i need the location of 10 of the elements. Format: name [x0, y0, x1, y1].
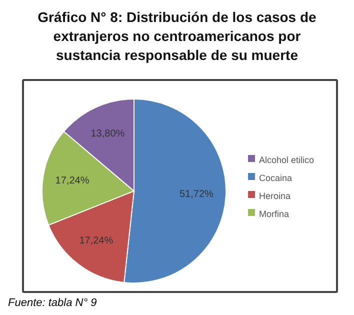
legend-label: Alcohol etilico	[258, 155, 314, 165]
data-label: 17,24%	[79, 235, 114, 246]
chart-title: Gráfico N° 8: Distribución de los casos de extranjeros no centroamericanos por sustancia responsable de su muerte	[36, 8, 318, 65]
data-label: 51,72%	[180, 188, 214, 200]
legend-label: Cocaina	[258, 173, 292, 183]
data-label: 13,80%	[90, 128, 125, 140]
legend-label: Morfina	[258, 209, 289, 219]
source-note: Fuente: tabla N° 9	[8, 297, 98, 309]
legend-label: Heroina	[258, 191, 290, 201]
data-label: 17,24%	[55, 175, 90, 186]
